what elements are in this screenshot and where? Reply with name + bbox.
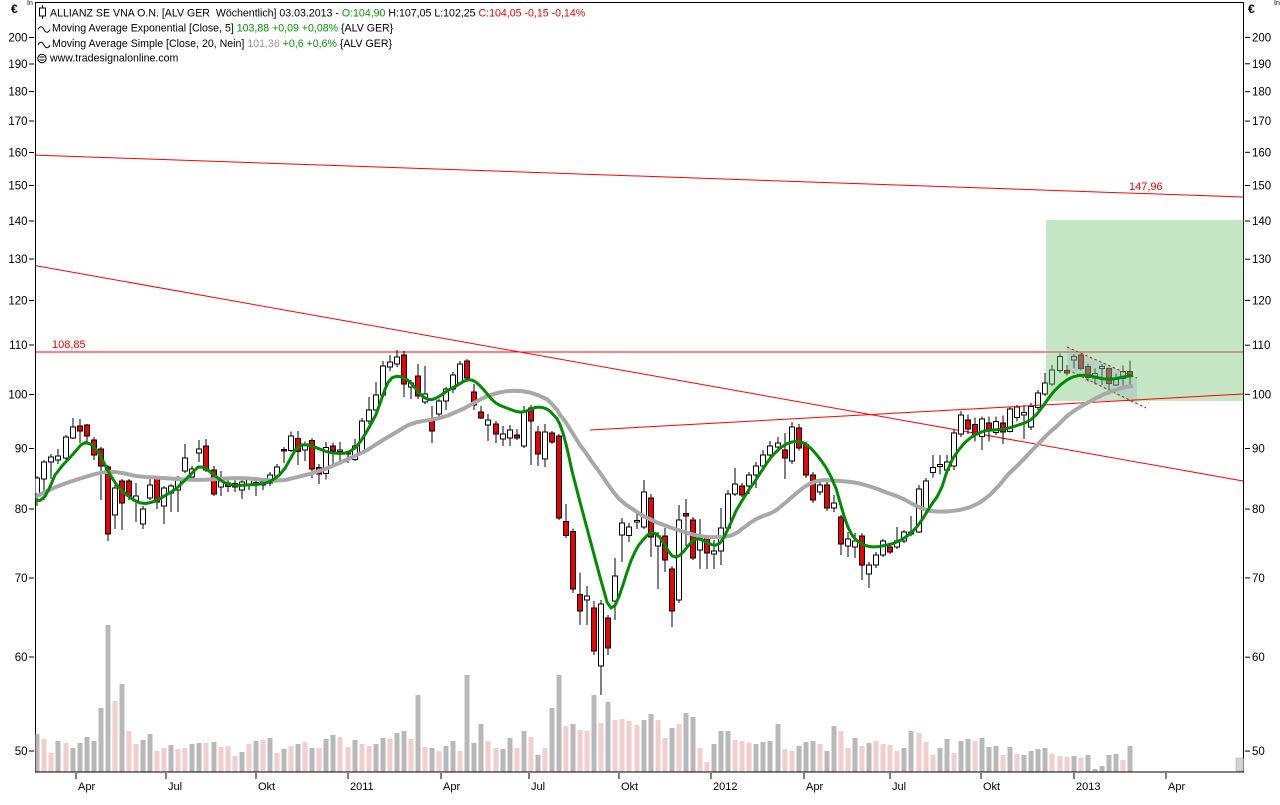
svg-text:50: 50 — [1252, 746, 1265, 758]
svg-text:120: 120 — [8, 295, 27, 307]
svg-text:Okt: Okt — [983, 781, 1000, 793]
svg-text:90: 90 — [1252, 444, 1265, 456]
svg-text:100: 100 — [8, 389, 27, 401]
svg-text:120: 120 — [1252, 295, 1271, 307]
svg-text:130: 130 — [8, 254, 27, 266]
svg-text:Jul: Jul — [531, 781, 545, 793]
svg-text:170: 170 — [1252, 116, 1271, 128]
svg-text:In: In — [27, 0, 33, 7]
svg-text:170: 170 — [8, 116, 27, 128]
svg-text:150: 150 — [1252, 181, 1271, 193]
svg-text:80: 80 — [1252, 504, 1265, 516]
svg-text:160: 160 — [8, 147, 27, 159]
svg-text:€: € — [11, 2, 18, 16]
svg-text:140: 140 — [1252, 216, 1271, 228]
svg-text:www.tradesignalonline.com: www.tradesignalonline.com — [49, 53, 179, 65]
svg-text:Apr: Apr — [443, 781, 460, 793]
svg-text:60: 60 — [1252, 652, 1265, 664]
svg-text:Jul: Jul — [892, 781, 906, 793]
svg-text:147,96: 147,96 — [1129, 181, 1163, 193]
svg-text:90: 90 — [15, 444, 28, 456]
svg-text:Jul: Jul — [168, 781, 182, 793]
svg-text:Apr: Apr — [806, 781, 823, 793]
svg-text:Okt: Okt — [621, 781, 638, 793]
svg-text:Apr: Apr — [78, 781, 95, 793]
svg-text:180: 180 — [1252, 87, 1271, 99]
svg-text:Moving Average Exponential [Cl: Moving Average Exponential [Close, 5] 10… — [52, 23, 394, 35]
svg-text:70: 70 — [1252, 573, 1265, 585]
svg-text:2011: 2011 — [350, 781, 374, 793]
svg-text:Moving Average Simple [Close,: Moving Average Simple [Close, 20, Nein] … — [52, 38, 392, 50]
svg-text:110: 110 — [1252, 340, 1270, 352]
svg-text:2012: 2012 — [713, 781, 737, 793]
svg-text:180: 180 — [8, 87, 27, 99]
svg-text:140: 140 — [8, 216, 27, 228]
svg-text:130: 130 — [1252, 254, 1271, 266]
svg-text:110: 110 — [9, 340, 27, 352]
svg-text:Apr: Apr — [1168, 781, 1185, 793]
svg-text:108,85: 108,85 — [52, 339, 86, 351]
svg-text:80: 80 — [15, 504, 28, 516]
svg-text:In: In — [1274, 0, 1280, 7]
svg-text:190: 190 — [8, 59, 27, 71]
svg-text:200: 200 — [1252, 32, 1271, 44]
svg-text:150: 150 — [8, 181, 27, 193]
svg-text:50: 50 — [15, 746, 28, 758]
svg-text:70: 70 — [15, 573, 28, 585]
svg-text:2013: 2013 — [1076, 781, 1100, 793]
svg-text:60: 60 — [15, 652, 28, 664]
svg-text:200: 200 — [8, 32, 27, 44]
svg-text:€: € — [1248, 2, 1255, 16]
svg-text:100: 100 — [1252, 389, 1271, 401]
svg-text:160: 160 — [1252, 147, 1271, 159]
svg-text:190: 190 — [1252, 59, 1271, 71]
svg-text:Okt: Okt — [258, 781, 275, 793]
svg-text:ALLIANZ SE VNA O.N. [ALV GER: ALLIANZ SE VNA O.N. [ALV GER Wöchentlich… — [50, 8, 586, 20]
